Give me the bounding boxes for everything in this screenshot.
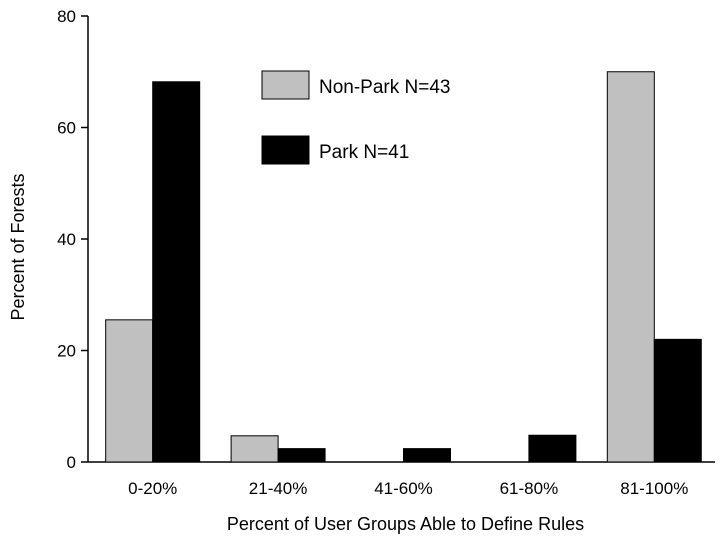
x-ticks: 0-20% 21-40% 41-60% 61-80% 81-100% (128, 479, 688, 498)
y-ticks: 0 20 40 60 80 (57, 7, 88, 472)
legend-label-non-park: Non-Park N=43 (319, 77, 450, 98)
x-tick-label: 41-60% (374, 479, 433, 498)
legend-label-park: Park N=41 (319, 142, 409, 163)
y-tick-label: 80 (57, 7, 76, 26)
legend-swatch-park (261, 135, 310, 165)
y-tick-label: 40 (57, 230, 76, 249)
y-axis-title: Percent of Forests (8, 173, 28, 320)
y-tick-label: 20 (57, 342, 76, 361)
legend-swatch-non-park (261, 70, 310, 100)
bar-non-park-1 (230, 435, 279, 463)
x-tick-label: 81-100% (620, 479, 688, 498)
bar-park-0 (152, 81, 201, 463)
bars (105, 71, 702, 463)
y-tick-label: 0 (67, 453, 76, 472)
bar-park-2 (403, 448, 451, 463)
y-tick-label: 60 (57, 119, 76, 138)
bar-park-4 (653, 338, 702, 463)
x-axis-title: Percent of User Groups Able to Define Ru… (227, 514, 584, 534)
x-tick-label: 21-40% (249, 479, 308, 498)
bar-park-3 (528, 434, 577, 463)
x-tick-label: 61-80% (500, 479, 559, 498)
bar-non-park-0 (105, 319, 154, 463)
x-tick-label: 0-20% (128, 479, 177, 498)
bar-non-park-4 (606, 71, 655, 463)
bar-park-1 (277, 448, 326, 463)
legend: Non-Park N=43 Park N=41 (261, 70, 450, 165)
axes: 0 20 40 60 80 0-20% 21-40% 41-60% 61-80% 81-100% (57, 7, 715, 498)
